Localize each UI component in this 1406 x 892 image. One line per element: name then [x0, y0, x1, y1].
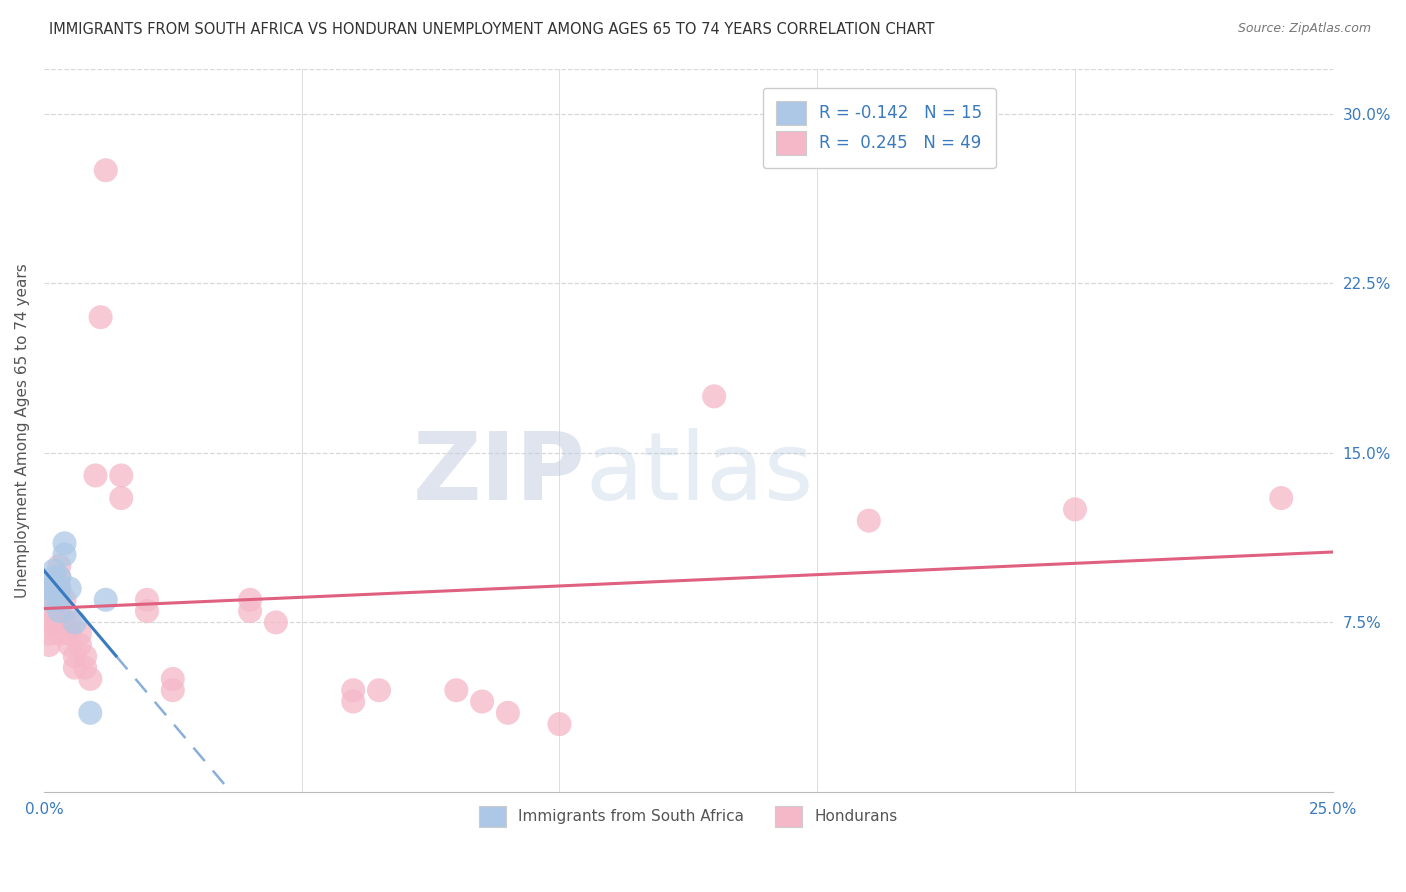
Point — [59, 626, 82, 640]
Point — [48, 615, 70, 630]
Point — [858, 514, 880, 528]
Point — [342, 694, 364, 708]
Point — [79, 672, 101, 686]
Point — [1270, 491, 1292, 505]
Point — [48, 592, 70, 607]
Point — [264, 615, 287, 630]
Point — [38, 592, 60, 607]
Point — [90, 310, 112, 325]
Point — [446, 683, 468, 698]
Text: IMMIGRANTS FROM SOUTH AFRICA VS HONDURAN UNEMPLOYMENT AMONG AGES 65 TO 74 YEARS : IMMIGRANTS FROM SOUTH AFRICA VS HONDURAN… — [49, 22, 935, 37]
Point — [48, 582, 70, 596]
Point — [94, 592, 117, 607]
Point — [548, 717, 571, 731]
Point — [79, 706, 101, 720]
Point — [53, 592, 76, 607]
Point — [59, 638, 82, 652]
Point — [48, 626, 70, 640]
Text: atlas: atlas — [585, 427, 814, 520]
Point — [48, 604, 70, 618]
Point — [44, 615, 66, 630]
Point — [1064, 502, 1087, 516]
Point — [162, 672, 184, 686]
Point — [63, 615, 86, 630]
Point — [75, 649, 97, 664]
Point — [44, 604, 66, 618]
Point — [136, 604, 159, 618]
Point — [44, 582, 66, 596]
Point — [48, 570, 70, 584]
Point — [162, 683, 184, 698]
Point — [44, 592, 66, 607]
Point — [59, 615, 82, 630]
Point — [94, 163, 117, 178]
Point — [48, 582, 70, 596]
Point — [53, 604, 76, 618]
Point — [69, 638, 91, 652]
Point — [110, 491, 132, 505]
Point — [75, 660, 97, 674]
Point — [110, 468, 132, 483]
Point — [703, 389, 725, 403]
Point — [59, 582, 82, 596]
Point — [53, 615, 76, 630]
Point — [136, 592, 159, 607]
Point — [48, 604, 70, 618]
Point — [53, 548, 76, 562]
Point — [63, 660, 86, 674]
Point — [496, 706, 519, 720]
Point — [368, 683, 391, 698]
Point — [44, 582, 66, 596]
Point — [48, 570, 70, 584]
Point — [63, 649, 86, 664]
Point — [471, 694, 494, 708]
Text: Source: ZipAtlas.com: Source: ZipAtlas.com — [1237, 22, 1371, 36]
Point — [38, 626, 60, 640]
Point — [44, 563, 66, 577]
Point — [38, 582, 60, 596]
Point — [239, 604, 262, 618]
Legend: Immigrants from South Africa, Hondurans: Immigrants from South Africa, Hondurans — [471, 798, 905, 835]
Point — [53, 536, 76, 550]
Y-axis label: Unemployment Among Ages 65 to 74 years: Unemployment Among Ages 65 to 74 years — [15, 263, 30, 598]
Point — [44, 570, 66, 584]
Point — [342, 683, 364, 698]
Point — [48, 558, 70, 573]
Text: ZIP: ZIP — [412, 427, 585, 520]
Point — [69, 626, 91, 640]
Point — [239, 592, 262, 607]
Point — [38, 615, 60, 630]
Point — [84, 468, 107, 483]
Point — [38, 638, 60, 652]
